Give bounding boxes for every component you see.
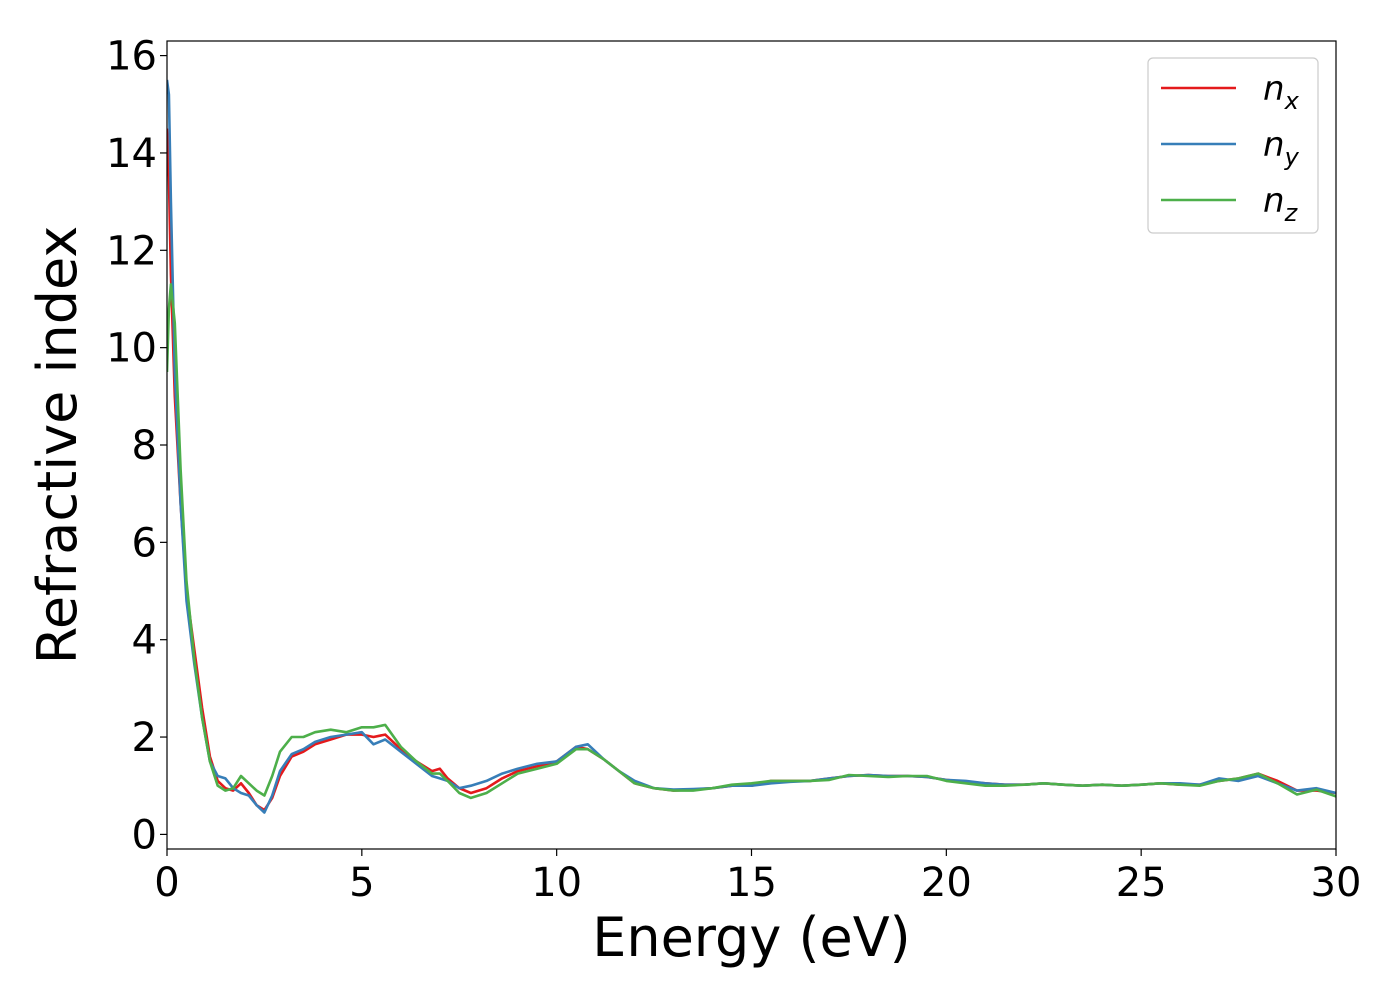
legend-box [1147, 57, 1319, 234]
y-tick-label: 12 [106, 228, 157, 274]
x-axis-label: Energy (eV) [592, 906, 911, 969]
x-tick-label: 5 [349, 860, 374, 906]
legend-label: ny [1263, 125, 1300, 171]
y-tick-label: 16 [106, 34, 157, 80]
y-tick-label: 14 [106, 131, 157, 177]
y-tick-label: 8 [132, 423, 157, 469]
x-tick-label: 20 [921, 860, 972, 906]
legend-label: nx [1263, 69, 1300, 115]
y-tick-label: 4 [132, 618, 157, 664]
series-line-n_z [167, 283, 1336, 800]
x-tick-label: 10 [531, 860, 582, 906]
y-axis-ticks: 0 2 4 6 8 10 12 14 16 [106, 34, 167, 858]
y-tick-label: 0 [132, 812, 157, 858]
x-tick-label: 15 [726, 860, 777, 906]
legend-label: nz [1263, 181, 1299, 227]
x-tick-label: 0 [154, 860, 179, 906]
x-tick-label: 30 [1311, 860, 1362, 906]
x-axis-ticks: 0 5 10 15 20 25 30 [154, 849, 1361, 906]
y-tick-label: 10 [106, 326, 157, 372]
y-tick-label: 2 [132, 715, 157, 761]
legend: nx ny nz [1147, 57, 1319, 234]
y-tick-label: 6 [132, 520, 157, 566]
x-tick-label: 25 [1116, 860, 1167, 906]
plot-lines [167, 79, 1336, 814]
y-axis-label: Refractive index [26, 226, 89, 665]
